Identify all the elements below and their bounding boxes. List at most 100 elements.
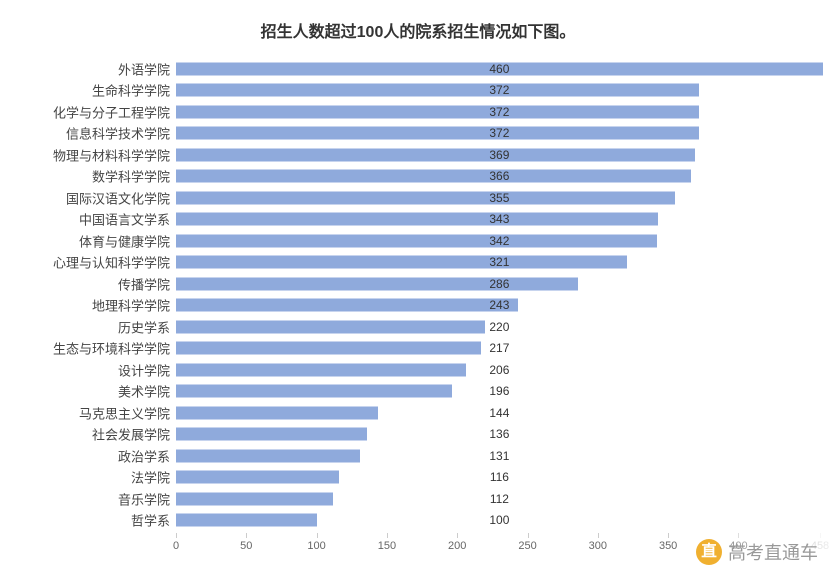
bar xyxy=(176,428,367,441)
bar-value-label: 144 xyxy=(489,406,509,420)
bar-row: 传播学院 286 xyxy=(0,273,836,295)
bar-row: 数学科学学院 366 xyxy=(0,166,836,188)
bar-value-label: 116 xyxy=(490,470,509,484)
bar-value-label: 372 xyxy=(489,105,509,119)
x-tick-label: 100 xyxy=(307,540,325,552)
bar xyxy=(176,277,578,290)
bar-row: 历史学系 220 xyxy=(0,316,836,338)
bar-value-label: 217 xyxy=(489,341,509,355)
bar-row: 美术学院 196 xyxy=(0,381,836,403)
x-tick-label: 350 xyxy=(659,540,677,552)
category-label: 中国语言文学系 xyxy=(0,210,170,229)
bar-value-label: 243 xyxy=(489,298,509,312)
chart-area: 外语学院460生命科学学院 372 化学与分子工程学院 372 信息科学技术学院 372 物… xyxy=(0,0,836,579)
bar-row: 国际汉语文化学院 355 xyxy=(0,187,836,209)
bar-value-label: 131 xyxy=(489,449,509,463)
bar xyxy=(176,191,675,204)
category-label: 地理科学学院 xyxy=(0,296,170,315)
x-tick-label: 300 xyxy=(589,540,607,552)
category-label: 体育与健康学院 xyxy=(0,231,170,250)
bar xyxy=(176,492,333,505)
x-tick-label: 250 xyxy=(518,540,536,552)
bar-value-label: 342 xyxy=(489,234,509,248)
tick-line xyxy=(738,533,739,538)
category-label: 国际汉语文化学院 xyxy=(0,188,170,207)
bar-row: 化学与分子工程学院 372 xyxy=(0,101,836,123)
bar xyxy=(176,127,699,140)
category-label: 法学院 xyxy=(0,468,170,487)
bar xyxy=(176,363,466,376)
bar-row: 法学院 116 xyxy=(0,467,836,489)
bar-value-label: 220 xyxy=(489,320,509,334)
bar-row: 生命科学学院 372 xyxy=(0,80,836,102)
bar xyxy=(176,471,339,484)
bar-row: 设计学院 206 xyxy=(0,359,836,381)
category-label: 生态与环境科学学院 xyxy=(0,339,170,358)
category-label: 马克思主义学院 xyxy=(0,403,170,422)
bar-row: 体育与健康学院 342 xyxy=(0,230,836,252)
category-label: 物理与材料科学学院 xyxy=(0,145,170,164)
tick-line xyxy=(457,533,458,538)
bar xyxy=(176,148,695,161)
bar-row: 中国语言文学系 343 xyxy=(0,209,836,231)
tick-line xyxy=(246,533,247,538)
bar-row: 社会发展学院 136 xyxy=(0,424,836,446)
bar-row: 心理与认知科学学院 321 xyxy=(0,252,836,274)
bar-value-label: 286 xyxy=(489,277,509,291)
bar xyxy=(176,170,691,183)
bar-row: 地理科学学院 243 xyxy=(0,295,836,317)
category-label: 历史学系 xyxy=(0,317,170,336)
bar-row: 音乐学院112 xyxy=(0,488,836,510)
watermark: 直 高考直通车 xyxy=(696,539,818,565)
bar-row: 政治学系 131 xyxy=(0,445,836,467)
bar xyxy=(176,320,485,333)
bar-value-label: 369 xyxy=(489,148,509,162)
tick-line xyxy=(598,533,599,538)
bar xyxy=(176,514,317,527)
category-label: 哲学系 xyxy=(0,511,170,530)
bar xyxy=(176,299,518,312)
bar xyxy=(176,84,699,97)
bar xyxy=(176,385,452,398)
bar-row: 外语学院460 xyxy=(0,58,836,80)
category-label: 美术学院 xyxy=(0,382,170,401)
bar-row: 物理与材料科学学院 369 xyxy=(0,144,836,166)
bar-value-label: 321 xyxy=(489,255,509,269)
tick-line xyxy=(176,533,177,538)
x-tick-label: 50 xyxy=(240,540,252,552)
bar xyxy=(176,406,378,419)
bar-value-label: 372 xyxy=(489,126,509,140)
bar-value-label: 366 xyxy=(489,169,509,183)
watermark-icon: 直 xyxy=(696,539,722,565)
category-label: 心理与认知科学学院 xyxy=(0,253,170,272)
bar xyxy=(176,105,699,118)
tick-line xyxy=(528,533,529,538)
tick-line xyxy=(668,533,669,538)
category-label: 化学与分子工程学院 xyxy=(0,102,170,121)
bar-row: 哲学系100 xyxy=(0,510,836,532)
bar-row: 信息科学技术学院 372 xyxy=(0,123,836,145)
category-label: 生命科学学院 xyxy=(0,81,170,100)
bar-value-label: 372 xyxy=(489,83,509,97)
bar-row: 生态与环境科学学院 217 xyxy=(0,338,836,360)
tick-line xyxy=(317,533,318,538)
category-label: 信息科学技术学院 xyxy=(0,124,170,143)
bar-value-label: 136 xyxy=(489,427,509,441)
category-label: 传播学院 xyxy=(0,274,170,293)
x-tick-label: 150 xyxy=(378,540,396,552)
bar-value-label: 112 xyxy=(490,492,509,506)
category-label: 政治学系 xyxy=(0,446,170,465)
bar xyxy=(176,449,360,462)
bar-value-label: 343 xyxy=(489,212,509,226)
bar-row: 马克思主义学院 144 xyxy=(0,402,836,424)
category-label: 设计学院 xyxy=(0,360,170,379)
x-tick-label: 0 xyxy=(173,540,179,552)
bar-value-label: 206 xyxy=(489,363,509,377)
watermark-text: 高考直通车 xyxy=(728,539,818,565)
category-label: 数学科学学院 xyxy=(0,167,170,186)
x-tick-label: 200 xyxy=(448,540,466,552)
category-label: 社会发展学院 xyxy=(0,425,170,444)
bar-value-label: 355 xyxy=(489,191,509,205)
bar-value-label: 196 xyxy=(489,384,509,398)
bar xyxy=(176,342,481,355)
